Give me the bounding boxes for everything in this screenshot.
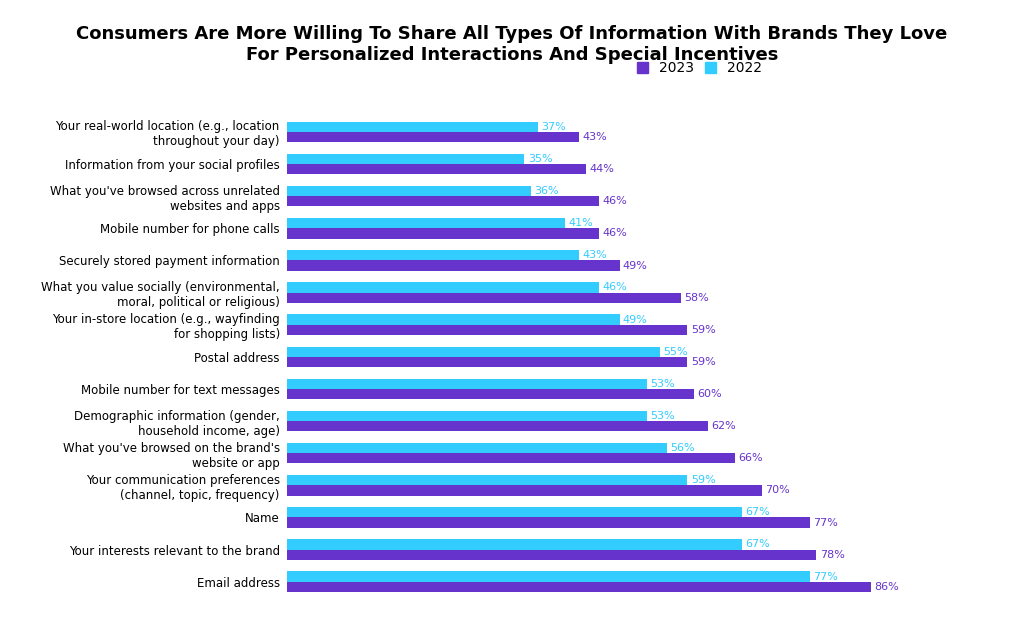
Bar	[287, 314, 620, 325]
Bar	[287, 164, 586, 175]
Text: 35%: 35%	[527, 154, 553, 164]
Bar	[287, 196, 599, 207]
Text: 46%: 46%	[602, 197, 628, 207]
Text: 59%: 59%	[691, 475, 716, 485]
Text: 53%: 53%	[650, 411, 675, 421]
Text: 58%: 58%	[684, 293, 709, 303]
Bar	[287, 411, 647, 421]
Text: 67%: 67%	[745, 507, 770, 517]
Text: 46%: 46%	[602, 282, 628, 292]
Bar	[287, 282, 599, 292]
Bar	[287, 379, 647, 389]
Bar	[287, 228, 599, 239]
Text: 62%: 62%	[712, 421, 736, 431]
Text: 60%: 60%	[697, 389, 722, 399]
Text: 77%: 77%	[813, 572, 838, 582]
Text: 66%: 66%	[738, 453, 763, 463]
Bar	[287, 357, 687, 367]
Legend: 2023, 2022: 2023, 2022	[637, 61, 762, 75]
Text: 36%: 36%	[535, 186, 559, 196]
Text: 49%: 49%	[623, 260, 648, 270]
Bar	[287, 186, 531, 196]
Bar	[287, 475, 687, 485]
Bar	[287, 250, 579, 260]
Bar	[287, 121, 538, 132]
Text: 41%: 41%	[568, 218, 593, 228]
Bar	[287, 218, 565, 228]
Text: 43%: 43%	[583, 250, 607, 260]
Bar	[287, 453, 735, 463]
Text: 86%: 86%	[874, 582, 899, 592]
Bar	[287, 260, 620, 270]
Bar	[287, 443, 667, 453]
Text: Consumers Are More Willing To Share All Types Of Information With Brands They Lo: Consumers Are More Willing To Share All …	[77, 25, 947, 64]
Text: 67%: 67%	[745, 540, 770, 550]
Text: 78%: 78%	[820, 550, 845, 560]
Text: 46%: 46%	[602, 228, 628, 239]
Bar	[287, 421, 708, 431]
Bar	[287, 539, 741, 550]
Text: 59%: 59%	[691, 325, 716, 335]
Bar	[287, 292, 681, 303]
Text: 49%: 49%	[623, 314, 648, 324]
Bar	[287, 325, 687, 335]
Bar	[287, 518, 810, 528]
Text: 55%: 55%	[664, 347, 688, 357]
Text: 70%: 70%	[766, 485, 791, 495]
Bar	[287, 132, 579, 142]
Bar	[287, 485, 762, 496]
Text: 59%: 59%	[691, 357, 716, 367]
Bar	[287, 347, 660, 357]
Bar	[287, 507, 741, 518]
Bar	[287, 572, 810, 582]
Bar	[287, 550, 816, 560]
Text: 77%: 77%	[813, 518, 838, 528]
Text: 44%: 44%	[589, 164, 613, 174]
Text: 53%: 53%	[650, 379, 675, 389]
Bar	[287, 582, 870, 592]
Bar	[287, 389, 694, 399]
Bar	[287, 154, 524, 164]
Text: 37%: 37%	[542, 122, 566, 132]
Text: 43%: 43%	[583, 132, 607, 142]
Text: 56%: 56%	[671, 443, 695, 453]
